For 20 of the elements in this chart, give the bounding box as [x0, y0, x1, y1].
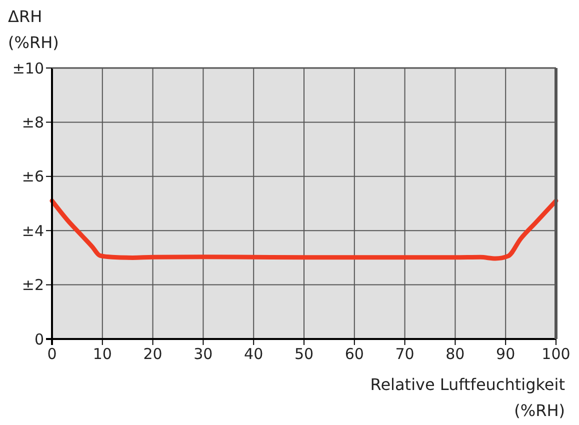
x-tick-label: 0 — [47, 345, 57, 363]
y-tick-label: ±2 — [22, 276, 44, 294]
y-axis-title: ΔRH (%RH) — [8, 7, 59, 52]
x-tick-label: 80 — [446, 345, 465, 363]
y-tick-label: ±10 — [12, 59, 44, 78]
x-tick-label: 40 — [244, 345, 264, 363]
x-tick-label: 70 — [395, 345, 414, 363]
x-tick-label: 100 — [542, 345, 570, 363]
y-tick-label: ±8 — [22, 113, 44, 132]
x-tick-label: 50 — [294, 345, 314, 363]
y-tick-label: 0 — [34, 330, 44, 348]
x-tick-label: 90 — [496, 345, 516, 363]
x-tick-label: 60 — [344, 345, 364, 363]
line-series — [50, 198, 558, 261]
x-tick-label: 10 — [92, 345, 112, 363]
x-axis-title: Relative Luftfeuchtigkeit (%RH) — [370, 375, 565, 420]
y-tick-label: ±4 — [22, 222, 44, 240]
x-tick-label: 20 — [143, 345, 162, 363]
y-tick-label: ±6 — [22, 168, 44, 186]
x-tick-label: 30 — [194, 345, 213, 363]
